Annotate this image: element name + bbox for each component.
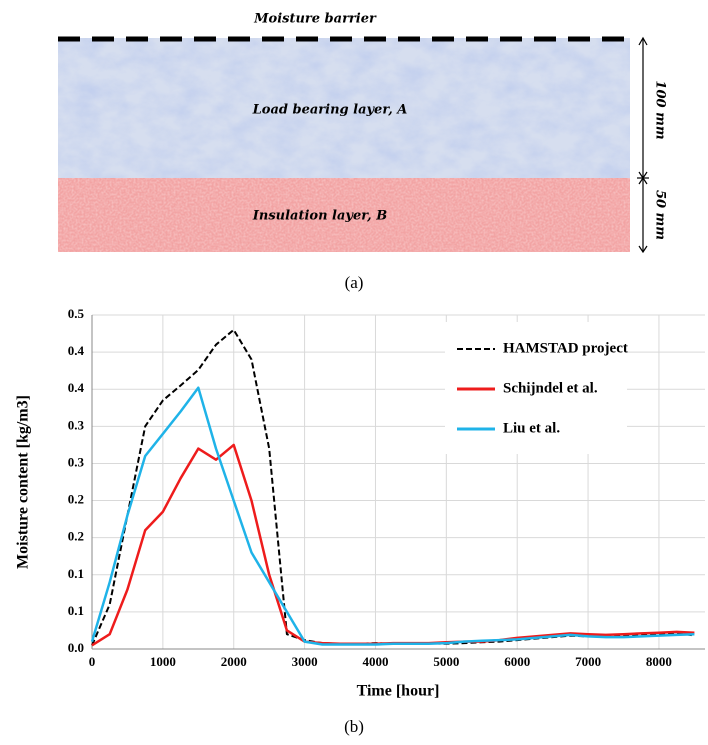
- y-tick-label: 0.2: [68, 529, 84, 544]
- y-tick-label: 0.2: [68, 492, 84, 507]
- x-tick-label: 5000: [433, 654, 459, 669]
- layer-a-texture: [58, 38, 630, 178]
- x-tick-label: 0: [89, 654, 96, 669]
- x-axis-label: Time [hour]: [357, 683, 440, 700]
- caption-a: (a): [345, 273, 364, 292]
- layer-b-label: Insulation layer, B: [252, 209, 387, 224]
- y-tick-label: 0.4: [68, 380, 85, 395]
- legend: HAMSTAD project Schijndel et al. Liu et al…: [445, 322, 628, 454]
- caption-b: (b): [344, 717, 364, 736]
- x-tick-label: 1000: [150, 654, 176, 669]
- y-tick-label: 0.0: [68, 640, 84, 655]
- dimension-arrows: [637, 36, 649, 254]
- x-tick-label: 6000: [504, 654, 530, 669]
- legend-label: Liu et al.: [503, 420, 560, 436]
- y-tick-label: 0.4: [68, 343, 85, 358]
- thickness-a: 100 mm: [653, 80, 668, 139]
- thickness-b: 50 mm: [653, 190, 668, 240]
- x-tick-label: 4000: [362, 654, 388, 669]
- x-tick-label: 3000: [292, 654, 318, 669]
- legend-label: HAMSTAD project: [503, 340, 628, 356]
- y-tick-label: 0.1: [68, 603, 84, 618]
- y-tick-label: 0.5: [68, 306, 85, 321]
- y-axis-label: Moisture content [kg/m3]: [15, 395, 32, 569]
- barrier-label: Moisture barrier: [253, 12, 377, 27]
- x-tick-label: 7000: [575, 654, 601, 669]
- plot: 0.0 0.1 0.1 0.2 0.2 0.3 0.3 0.4 0.4 0.5 0 1000 2000 3…: [68, 306, 705, 669]
- y-tick-label: 0.1: [68, 566, 84, 581]
- x-tick-label: 2000: [221, 654, 247, 669]
- y-tick-label: 0.3: [68, 454, 85, 469]
- layer-b-texture: [58, 178, 630, 252]
- data-line: [90, 386, 695, 646]
- legend-label: Schijndel et al.: [503, 380, 598, 396]
- layer-a-label: Load bearing layer, A: [252, 103, 408, 118]
- x-tick-label: 8000: [646, 654, 672, 669]
- y-tick-label: 0.3: [68, 417, 85, 432]
